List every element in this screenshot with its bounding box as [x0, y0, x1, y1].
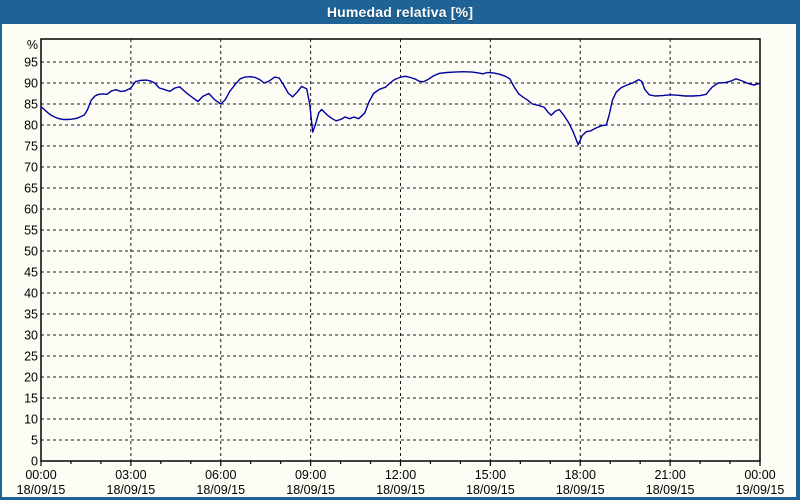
x-tick-time-label: 15:00	[475, 468, 506, 482]
y-tick-label: 65	[24, 182, 38, 196]
y-tick-label: 85	[24, 98, 38, 112]
y-tick-label: 95	[24, 56, 38, 70]
chart-title: Humedad relativa [%]	[326, 4, 474, 20]
x-tick-time-label: 12:00	[385, 468, 416, 482]
x-tick-time-label: 03:00	[115, 468, 146, 482]
x-axis-labels: 00:0018/09/1503:0018/09/1506:0018/09/150…	[17, 468, 785, 497]
series-line	[40, 71, 760, 146]
y-tick-label: 50	[24, 245, 38, 259]
vertical-gridlines	[130, 39, 671, 461]
y-tick-label: 30	[24, 329, 38, 343]
x-tick-time-label: 18:00	[565, 468, 596, 482]
y-tick-label: 5	[31, 434, 38, 448]
plot-border	[40, 38, 761, 462]
x-tick-date-label: 18/09/15	[17, 483, 66, 497]
x-tick-time-label: 00:00	[25, 468, 56, 482]
y-tick-label: 55	[24, 224, 38, 238]
y-tick-label: 90	[24, 77, 38, 91]
x-tick-date-label: 19/09/15	[736, 483, 785, 497]
y-tick-label: 40	[24, 287, 38, 301]
x-tick-date-label: 18/09/15	[556, 483, 605, 497]
chart-area: 95 90 85 80 75 70 65 60 55 50 45 40 35 30 25 20 15 10 5 0% 0…	[2, 24, 796, 497]
y-tick-label: 35	[24, 308, 38, 322]
x-tick-time-label: 06:00	[205, 468, 236, 482]
title-bar: Humedad relativa [%]	[0, 0, 800, 24]
x-tick-date-label: 18/09/15	[646, 483, 695, 497]
y-tick-label: 45	[24, 266, 38, 280]
y-tick-label: 80	[24, 119, 38, 133]
x-tick-date-label: 18/09/15	[196, 483, 245, 497]
x-tick-time-label: 21:00	[654, 468, 685, 482]
y-axis-unit-label: %	[27, 38, 38, 52]
y-tick-label: 75	[24, 140, 38, 154]
y-tick-label: 15	[24, 392, 38, 406]
x-tick-date-label: 18/09/15	[376, 483, 425, 497]
x-tick-date-label: 18/09/15	[466, 483, 515, 497]
x-tick-date-label: 18/09/15	[107, 483, 156, 497]
y-tick-label: 25	[24, 350, 38, 364]
x-tick-date-label: 18/09/15	[286, 483, 335, 497]
y-tick-label: 60	[24, 203, 38, 217]
x-tick-time-label: 00:00	[744, 468, 775, 482]
y-tick-label: 20	[24, 371, 38, 385]
x-tick-time-label: 09:00	[295, 468, 326, 482]
y-tick-label: 10	[24, 413, 38, 427]
chart-canvas: 95908580757065605550454035302520151050%0…	[17, 38, 785, 497]
y-tick-label: 0	[31, 455, 38, 469]
y-tick-label: 70	[24, 161, 38, 175]
